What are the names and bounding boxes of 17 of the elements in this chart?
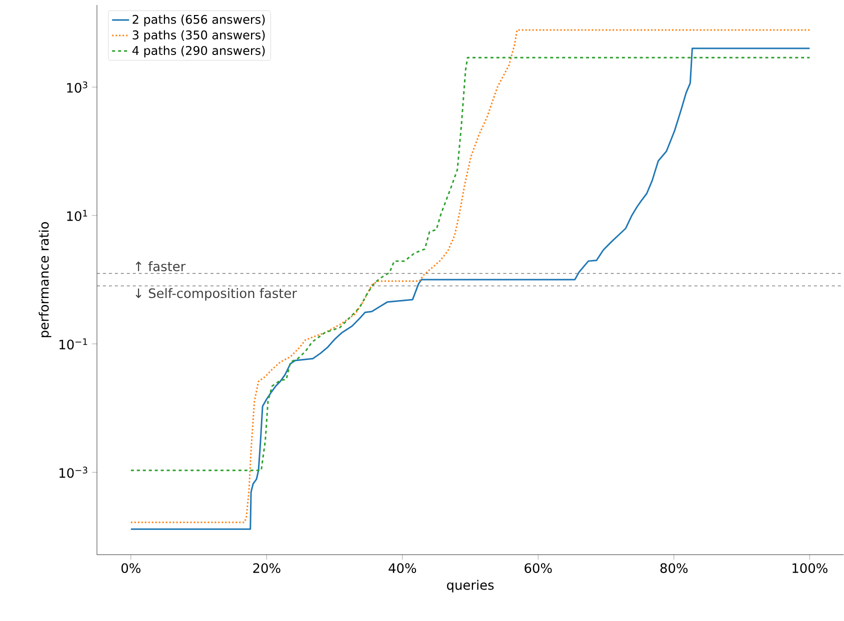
x-tick-label: 60%: [524, 563, 552, 574]
y-axis-title: performance ratio: [38, 222, 52, 338]
y-tick-label: 10$^{1}$: [67, 210, 88, 222]
y-tick-label: 10$^{3}$: [67, 82, 88, 93]
x-tick-label: 20%: [253, 563, 280, 574]
x-tick-label: 100%: [792, 563, 828, 574]
x-axis-title: queries: [446, 580, 494, 593]
y-tick-label: 10$^{−3}$: [60, 466, 88, 478]
x-tick-label: 80%: [660, 563, 688, 574]
legend-label: 2 paths (656 answers): [132, 14, 265, 26]
ref-line-label: ↓ Self-composition faster: [136, 288, 298, 301]
legend-label: 4 paths (290 answers): [132, 46, 265, 58]
x-tick-label: 40%: [388, 563, 416, 574]
x-tick-label: 0%: [121, 563, 140, 574]
y-tick-label: 10$^{−1}$: [60, 338, 88, 350]
ref-line-label: ↑ faster: [136, 261, 186, 272]
legend-label: 3 paths (350 answers): [132, 30, 265, 42]
